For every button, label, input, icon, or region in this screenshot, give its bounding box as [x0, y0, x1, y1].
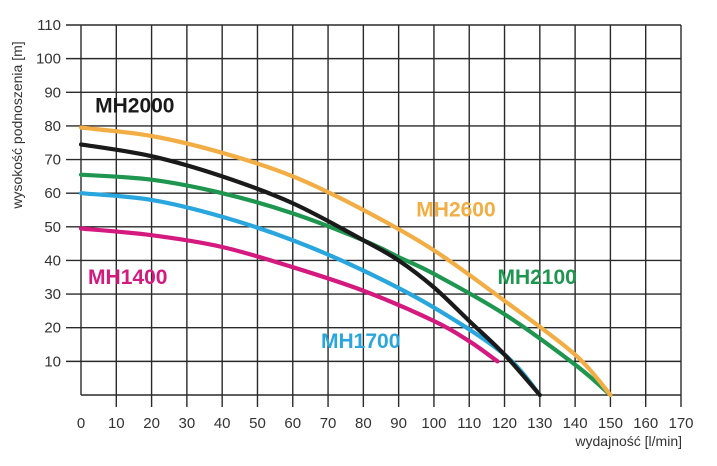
- x-tick-label: 100: [421, 415, 446, 432]
- x-tick-label: 70: [320, 415, 337, 432]
- series-label-mh2100: MH2100: [497, 266, 576, 289]
- x-tick-label: 110: [457, 415, 481, 432]
- x-tick-label: 170: [668, 415, 693, 432]
- y-tick-label: 40: [44, 252, 61, 269]
- x-tick-label: 10: [108, 415, 125, 432]
- x-tick-label: 50: [249, 415, 266, 432]
- y-tick-label: 90: [44, 84, 61, 101]
- x-axis-label: wydajność [l/min]: [574, 433, 682, 449]
- y-tick-label: 60: [44, 185, 61, 202]
- series-label-mh2600: MH2600: [416, 199, 495, 222]
- series-labels: MH2000 MH2600 MH2100 MH1400 MH1700: [88, 94, 577, 352]
- y-tick-label: 110: [37, 17, 61, 34]
- y-tick-label: 70: [44, 152, 61, 169]
- x-tick-label: 20: [143, 415, 160, 432]
- x-tick-label: 90: [390, 415, 407, 432]
- x-tick-label: 30: [179, 415, 196, 432]
- series-line-mh2600: [78, 125, 613, 398]
- y-tick-label: 30: [44, 286, 61, 303]
- series-line-mh1400: [78, 226, 500, 364]
- series-label-mh1700: MH1700: [321, 330, 400, 353]
- x-tick-label: 160: [633, 415, 658, 432]
- x-axis-ticks: 0 10 20 30 40 50 60 70 80 90 100 110 120 130 140 150 160…: [77, 415, 694, 432]
- y-tick-label: 20: [44, 320, 61, 337]
- y-tick-label: 50: [44, 219, 61, 236]
- grid: [66, 24, 682, 407]
- series-lines: [78, 125, 613, 398]
- x-tick-label: 80: [355, 415, 372, 432]
- x-tick-label: 130: [527, 415, 552, 432]
- series-label-mh1400: MH1400: [88, 266, 167, 289]
- y-tick-label: 10: [44, 353, 61, 370]
- x-tick-label: 120: [492, 415, 517, 432]
- x-tick-label: 40: [214, 415, 231, 432]
- series-line-mh2000: [78, 142, 542, 398]
- x-tick-label: 140: [563, 415, 588, 432]
- y-tick-label: 100: [36, 51, 61, 68]
- x-tick-label: 0: [77, 415, 85, 432]
- y-tick-label: 80: [44, 118, 61, 135]
- y-axis-label: wysokość podnoszenia [m]: [9, 41, 25, 209]
- series-label-mh2000: MH2000: [95, 94, 174, 117]
- y-axis-ticks: 10 20 30 40 50 60 70 80 90 100 110: [36, 17, 61, 370]
- x-tick-label: 150: [598, 415, 623, 432]
- x-tick-label: 60: [284, 415, 301, 432]
